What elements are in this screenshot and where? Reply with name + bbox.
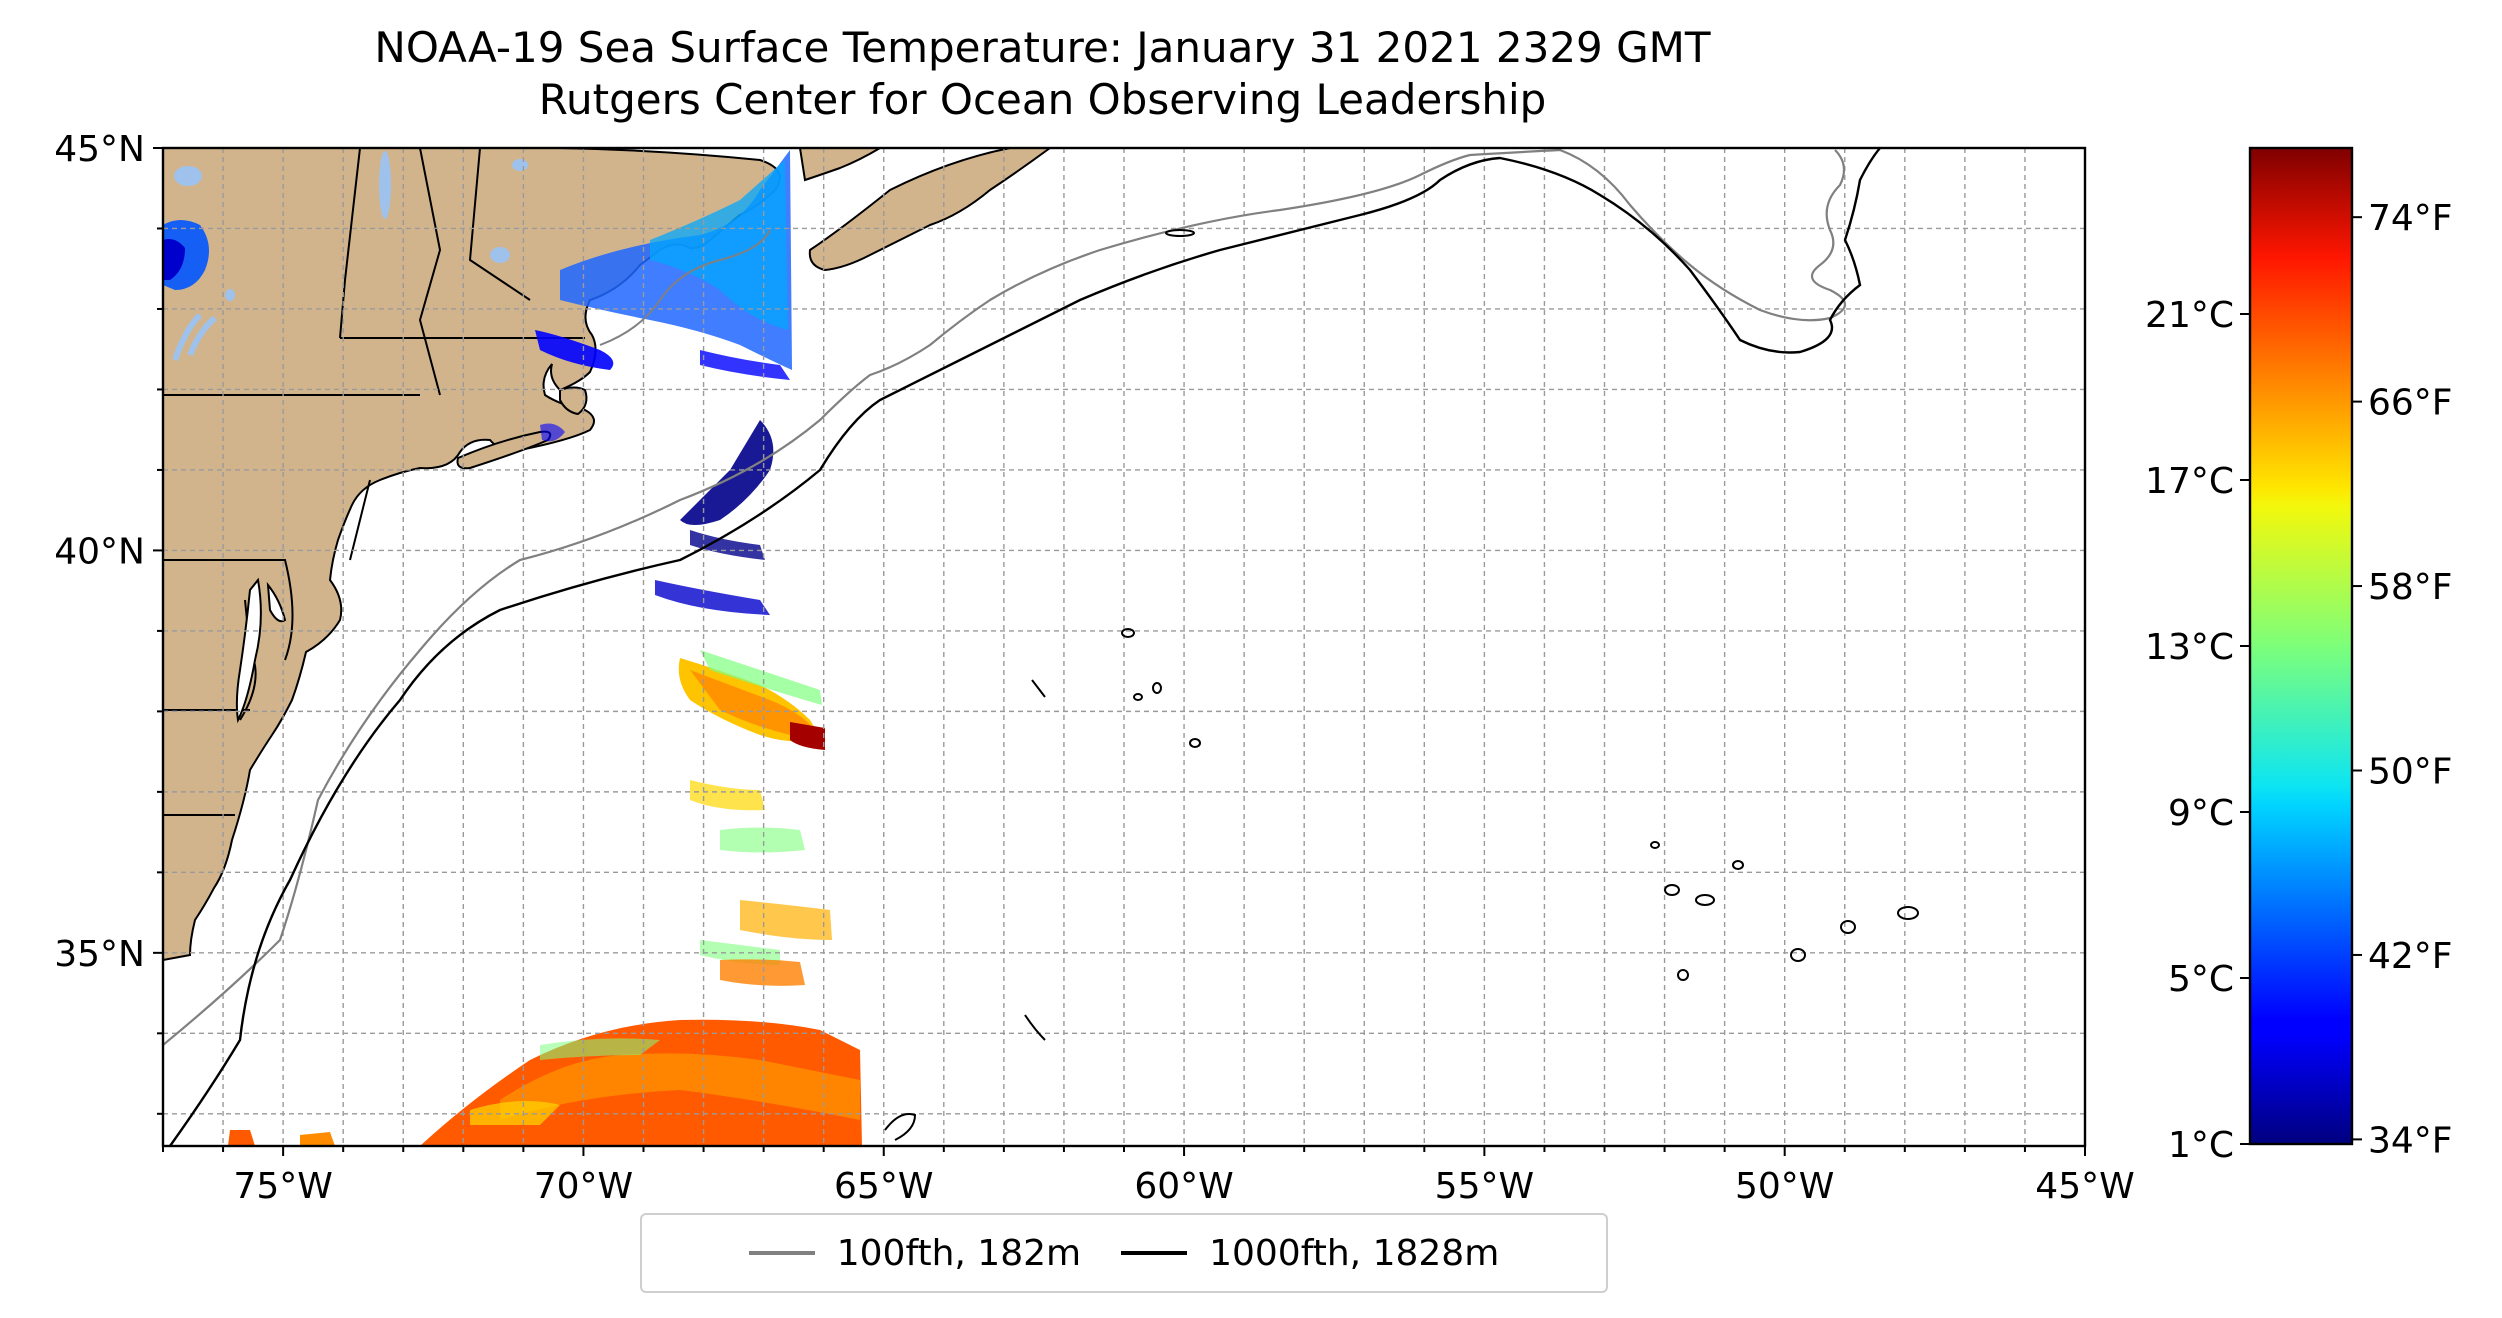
colorbar-fahrenheit-label: 66°F	[2368, 383, 2453, 424]
lat-tick-label: 40°N	[54, 531, 145, 572]
legend-entry-1000fth: 1000fth, 1828m	[1121, 1233, 1499, 1274]
colorbar-celsius-label: 5°C	[2168, 959, 2234, 1000]
lon-tick-label: 50°W	[1735, 1166, 1834, 1207]
legend-label-100fth: 100fth, 182m	[836, 1232, 1082, 1274]
chesapeake-bay	[235, 577, 262, 724]
title-line-2: Rutgers Center for Ocean Observing Leade…	[538, 75, 1547, 124]
chart-title: NOAA-19 Sea Surface Temperature: January…	[0, 22, 2085, 126]
land-cape-cod	[559, 386, 588, 416]
axis-ticks	[153, 147, 2086, 1156]
land-lakes-lines	[172, 312, 217, 361]
lat-tick-labels: 45°N 40°N 35°N	[54, 129, 145, 975]
land-nova-scotia	[808, 148, 1052, 272]
lon-tick-labels: 75°W 70°W 65°W 60°W 55°W 50°W 45°W	[233, 1166, 2134, 1207]
colorbar-fahrenheit-ticks: 74°F 66°F 58°F 50°F 42°F 34°F	[2352, 198, 2453, 1161]
legend: 100fth, 182m 1000fth, 1828m	[640, 1213, 1608, 1293]
legend-swatch-100fth	[748, 1251, 815, 1255]
colorbar-celsius-label: 17°C	[2145, 461, 2234, 502]
legend-entry-100fth: 100fth, 182m	[748, 1232, 1082, 1274]
colorbar-fahrenheit-label: 50°F	[2368, 752, 2453, 793]
colorbar-celsius-label: 9°C	[2168, 793, 2234, 834]
lat-tick-label: 35°N	[54, 934, 145, 975]
graticule	[163, 148, 2085, 1146]
land-new-brunswick	[798, 148, 882, 182]
colorbar-celsius-label: 13°C	[2145, 627, 2234, 668]
colorbar-fahrenheit-label: 58°F	[2368, 567, 2453, 608]
colorbar-celsius-ticks: 21°C 17°C 13°C 9°C 5°C 1°C	[2145, 295, 2250, 1166]
delaware-bay	[266, 581, 287, 623]
legend-swatch-1000fth	[1121, 1251, 1188, 1255]
lon-tick-label: 45°W	[2035, 1166, 2134, 1207]
colorbar-fahrenheit-label: 42°F	[2368, 936, 2453, 977]
legend-label-1000fth: 1000fth, 1828m	[1209, 1232, 1500, 1274]
lon-tick-label: 70°W	[534, 1166, 633, 1207]
isobath-1000fth	[169, 148, 1881, 1146]
isobath-100fth-gulf	[599, 229, 771, 346]
lon-tick-label: 60°W	[1134, 1166, 1233, 1207]
colorbar-celsius-label: 1°C	[2168, 1125, 2234, 1166]
colorbar-fahrenheit-label: 74°F	[2368, 198, 2453, 239]
lon-tick-label: 55°W	[1435, 1166, 1534, 1207]
lat-tick-label: 45°N	[54, 129, 145, 170]
seamounts	[884, 229, 1919, 1141]
lon-tick-label: 65°W	[834, 1166, 933, 1207]
lon-tick-label: 75°W	[233, 1166, 332, 1207]
colorbar-fahrenheit-label: 34°F	[2368, 1120, 2453, 1161]
title-line-1: NOAA-19 Sea Surface Temperature: January…	[374, 23, 1711, 72]
colorbar	[2248, 146, 2354, 1146]
colorbar-celsius-label: 21°C	[2145, 295, 2234, 336]
